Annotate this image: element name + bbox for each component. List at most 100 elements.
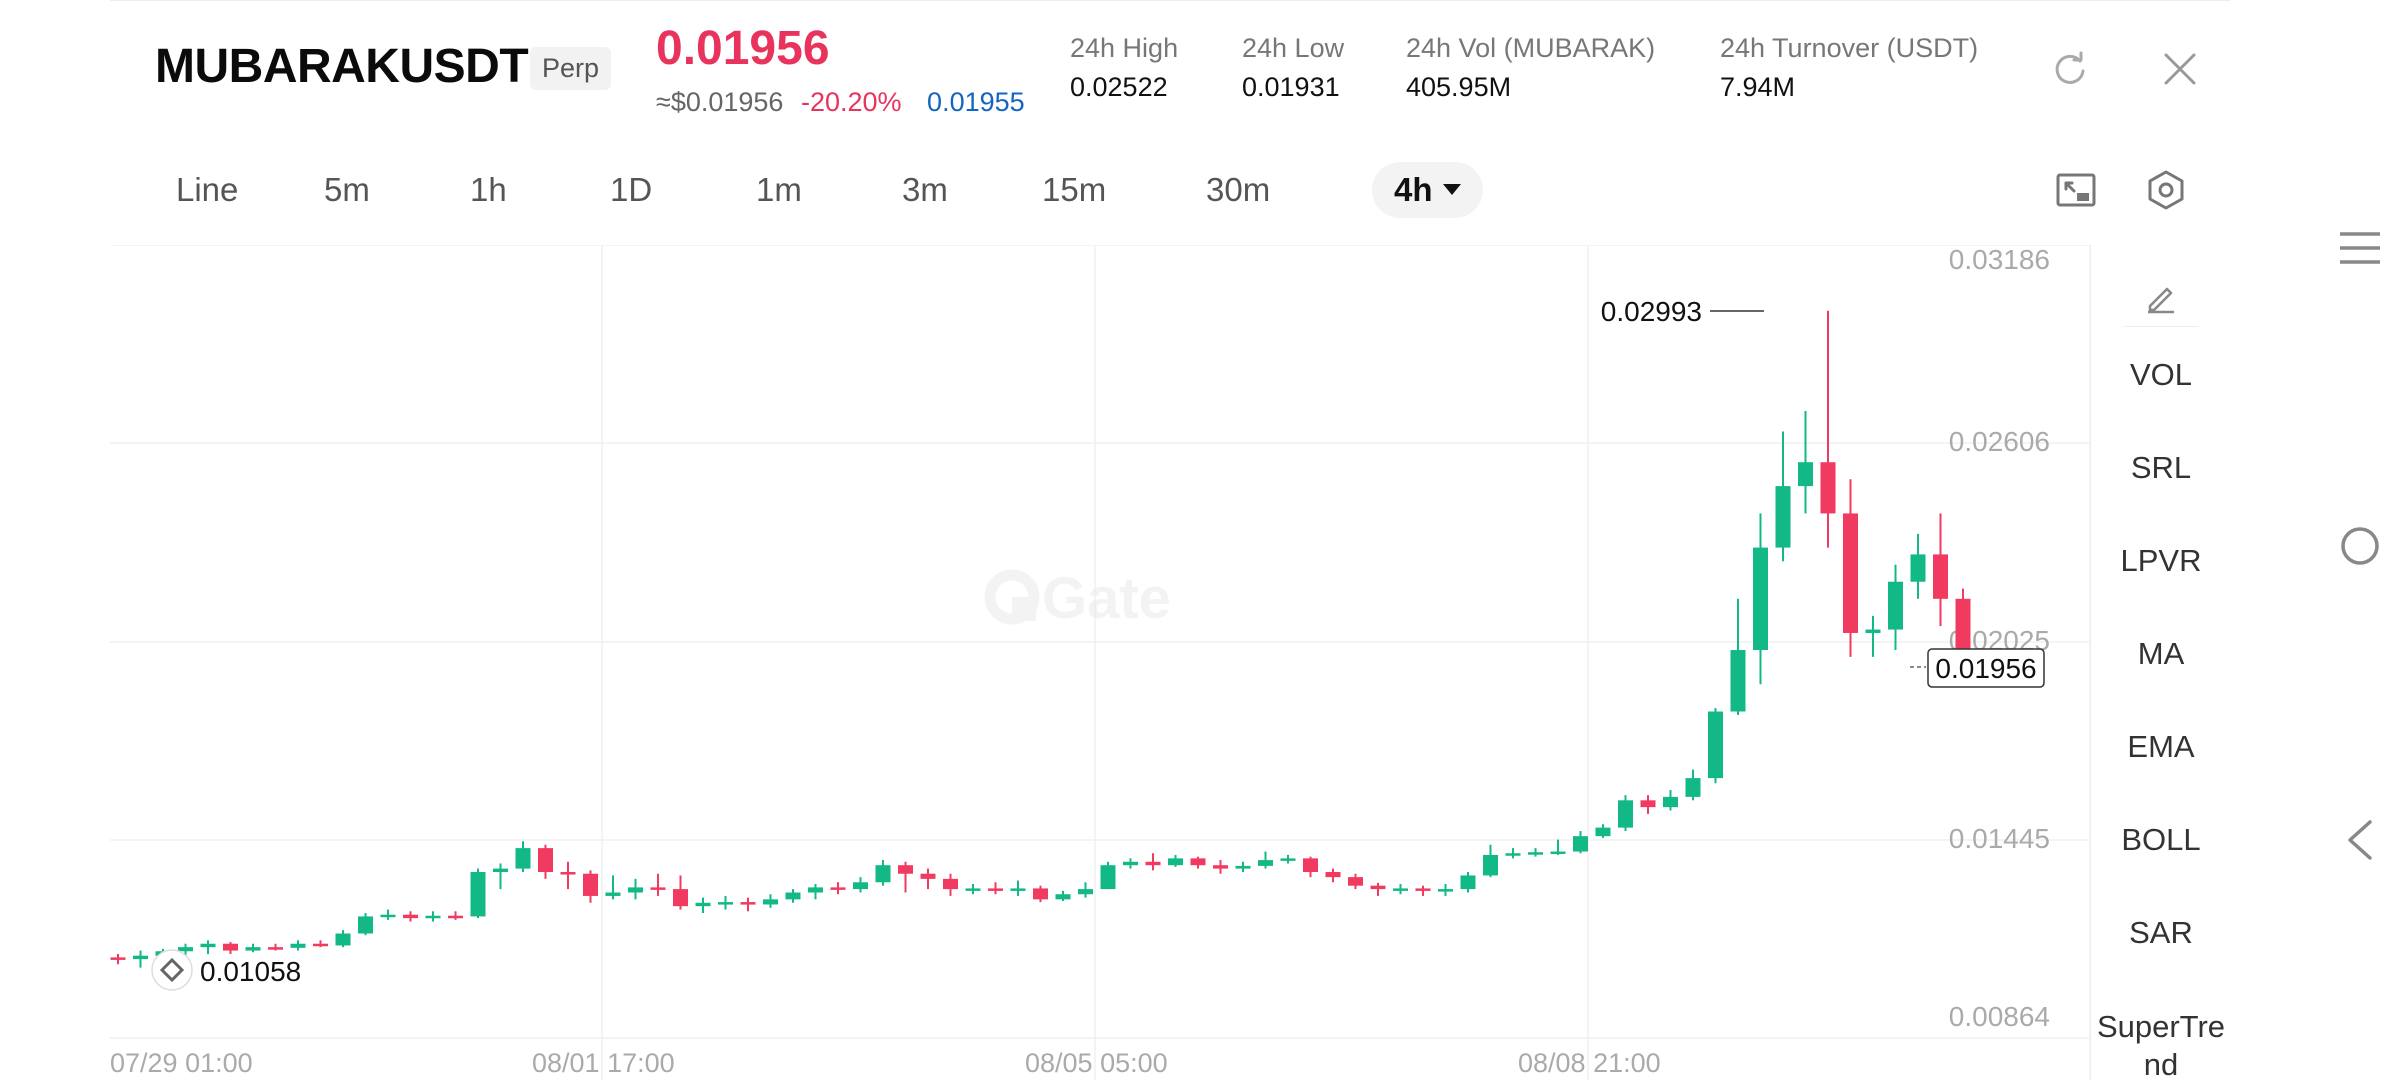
candle-up xyxy=(965,888,981,891)
candle-up xyxy=(695,902,711,907)
candle-up xyxy=(1010,888,1026,891)
stat-label: 24h High xyxy=(1070,33,1179,63)
candle-up xyxy=(1235,865,1251,869)
candle-up xyxy=(875,865,891,883)
chart-canvas[interactable]: Gate 0.03186 0.02606 0.02025 0.01445 0.0… xyxy=(110,245,2090,1080)
back-chevron-icon[interactable] xyxy=(2342,818,2378,862)
stat-24h-high: 24h High 0.02522 xyxy=(1070,33,1178,103)
candle-up xyxy=(1685,778,1701,797)
candle-down xyxy=(740,902,756,905)
candle-down xyxy=(650,887,666,890)
candle-up xyxy=(358,916,373,934)
candle-up xyxy=(1483,854,1498,876)
candle-down xyxy=(943,878,958,890)
chart-settings-button[interactable] xyxy=(2144,168,2188,212)
candle-up xyxy=(1078,889,1093,895)
chart-layout-icon xyxy=(2056,173,2096,207)
indicator-lpvr[interactable]: LPVR xyxy=(2120,543,2202,578)
current-price-label: 0.01956 xyxy=(1935,653,2036,684)
menu-icon[interactable] xyxy=(2338,228,2382,268)
candle-down xyxy=(988,888,1003,891)
chart-layout-button[interactable] xyxy=(2054,168,2098,212)
candle-up xyxy=(133,955,148,960)
candle-down xyxy=(1145,861,1161,866)
candle-down xyxy=(560,872,576,875)
candle-down xyxy=(898,865,913,874)
refresh-button[interactable] xyxy=(2048,47,2092,91)
watermark-text: Gate xyxy=(1042,566,1171,631)
home-circle-icon[interactable] xyxy=(2338,524,2382,568)
candlestick-chart[interactable]: Gate 0.03186 0.02606 0.02025 0.01445 0.0… xyxy=(110,245,2090,1080)
stat-label: 24h Low xyxy=(1242,33,1345,63)
indicator-sar[interactable]: SAR xyxy=(2129,915,2193,950)
low-price-label: 0.01058 xyxy=(200,956,301,987)
close-button[interactable] xyxy=(2158,47,2202,91)
candle-up xyxy=(1708,711,1723,779)
candle-up xyxy=(515,848,531,869)
stat-24h-low: 24h Low 0.01931 xyxy=(1242,33,1344,103)
candles xyxy=(110,310,1971,968)
interval-1m[interactable]: 1m xyxy=(756,171,802,208)
candle-down xyxy=(403,914,418,919)
candle-down xyxy=(1190,858,1206,866)
usd-price: ≈$0.01956 xyxy=(656,87,784,117)
market-header: MUBARAKUSDT Perp 0.01956 ≈$0.01956 -20.2… xyxy=(110,0,2230,140)
indicator-srl[interactable]: SRL xyxy=(2130,450,2192,485)
candle-up xyxy=(290,943,306,948)
interval-1h[interactable]: 1h xyxy=(470,171,507,208)
candle-up xyxy=(1460,875,1476,890)
candle-down xyxy=(830,887,846,890)
candle-up xyxy=(605,892,621,896)
interval-5m[interactable]: 5m xyxy=(324,171,370,208)
candle-up xyxy=(1663,796,1678,808)
y-tick: 0.02606 xyxy=(1949,426,2050,457)
candle-down xyxy=(1348,877,1363,886)
symbol-title[interactable]: MUBARAKUSDT xyxy=(155,40,529,93)
candle-down xyxy=(673,889,688,907)
mark-price: 0.01955 xyxy=(927,87,1025,117)
candle-down xyxy=(110,957,126,960)
y-tick: 0.01445 xyxy=(1949,823,2050,854)
interval-line[interactable]: Line xyxy=(176,171,239,208)
price-subline: ≈$0.01956 -20.20% 0.01955 xyxy=(656,87,1025,118)
interval-3m[interactable]: 3m xyxy=(902,171,948,208)
candle-down xyxy=(1325,872,1341,878)
interval-15m[interactable]: 15m xyxy=(1042,171,1107,208)
candle-down xyxy=(583,873,598,896)
edit-indicators-button[interactable] xyxy=(2123,267,2199,327)
x-axis: 07/29 01:00 08/01 17:00 08/05 05:00 08/0… xyxy=(110,1048,1661,1078)
indicator-ma[interactable]: MA xyxy=(2137,636,2185,671)
x-tick: 08/01 17:00 xyxy=(532,1048,675,1078)
candle-up xyxy=(1123,861,1138,866)
interval-1d[interactable]: 1D xyxy=(610,171,653,208)
stat-value: 0.01931 xyxy=(1242,72,1340,102)
candle-up xyxy=(1550,851,1566,855)
candle-down xyxy=(1213,865,1228,869)
candle-down xyxy=(1415,888,1431,891)
indicator-vol[interactable]: VOL xyxy=(2129,357,2193,392)
candle-up xyxy=(718,902,733,905)
y-tick: 0.03186 xyxy=(1949,245,2050,275)
interval-30m[interactable]: 30m xyxy=(1206,171,1271,208)
gate-watermark: Gate xyxy=(984,566,1171,631)
indicator-supertrend[interactable]: SuperTrend xyxy=(2096,1009,2226,1080)
stat-value: 0.02522 xyxy=(1070,72,1168,102)
candle-down xyxy=(1370,885,1386,890)
indicator-boll[interactable]: BOLL xyxy=(2121,822,2201,857)
candle-up xyxy=(785,892,801,900)
candle-up xyxy=(335,933,351,946)
indicator-ema[interactable]: EMA xyxy=(2127,729,2195,764)
pencil-icon xyxy=(2148,287,2174,313)
android-nav-bar xyxy=(2320,0,2400,1080)
candle-up xyxy=(1438,889,1453,892)
candle-down xyxy=(268,947,283,950)
interval-dropdown[interactable]: 4h xyxy=(1372,162,1483,218)
candle-up xyxy=(425,915,441,919)
y-tick: 0.00864 xyxy=(1949,1001,2050,1032)
stat-value: 405.95M xyxy=(1406,72,1512,102)
candle-up xyxy=(1258,860,1273,866)
candle-down xyxy=(538,848,553,873)
candle-down xyxy=(920,873,936,879)
x-tick: 08/08 21:00 xyxy=(1518,1048,1661,1078)
candle-up xyxy=(763,899,778,905)
